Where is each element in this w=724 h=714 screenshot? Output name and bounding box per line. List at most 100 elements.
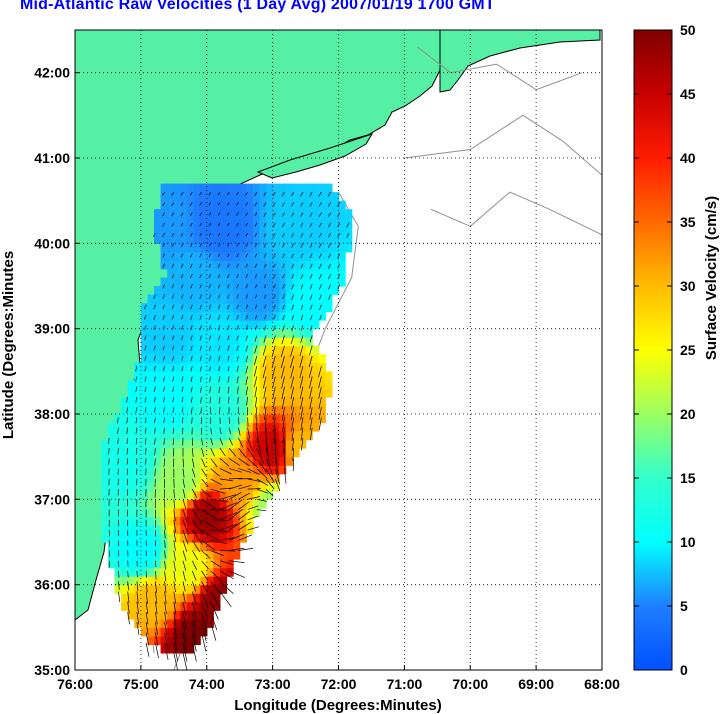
velocity-cell (259, 294, 267, 304)
velocity-arrow (181, 407, 184, 413)
velocity-cell (160, 559, 168, 569)
velocity-cell (239, 499, 247, 509)
velocity-cell (147, 388, 155, 398)
velocity-arrow (155, 632, 159, 647)
velocity-cell (233, 456, 241, 466)
velocity-arrow (182, 622, 187, 641)
velocity-arrow (201, 529, 218, 541)
velocity-arrow (254, 222, 258, 227)
velocity-cell (140, 414, 149, 424)
velocity-cell (213, 286, 221, 296)
velocity-cell (239, 294, 247, 304)
velocity-cell (226, 542, 234, 552)
velocity-cell (180, 200, 188, 210)
velocity-cell (193, 422, 201, 432)
velocity-cell (167, 217, 175, 227)
velocity-cell (219, 183, 228, 193)
velocity-arrow (144, 304, 147, 310)
velocity-cell (266, 286, 274, 296)
colorbar-label: Surface Velocity (cm/s) (703, 196, 720, 360)
velocity-cell (246, 396, 254, 406)
velocity-arrow (172, 335, 175, 341)
velocity-cell (173, 277, 181, 287)
velocity-arrow (210, 560, 222, 568)
velocity-cell (127, 601, 135, 611)
velocity-arrow (271, 355, 276, 368)
velocity-cell (219, 388, 228, 398)
velocity-cell (147, 320, 155, 330)
velocity-cell (259, 362, 267, 372)
velocity-cell (226, 465, 234, 475)
velocity-cell (312, 226, 320, 236)
velocity-cell (239, 482, 247, 492)
velocity-cell (272, 268, 280, 278)
velocity-cell (318, 311, 326, 321)
velocity-cell (239, 405, 247, 415)
velocity-cell (338, 200, 346, 210)
velocity-arrow (256, 488, 269, 494)
velocity-cell (180, 567, 188, 577)
velocity-cell (134, 362, 142, 372)
velocity-cell (187, 627, 195, 637)
velocity-cell (246, 320, 254, 330)
velocity-cell (173, 490, 181, 500)
velocity-cell (252, 388, 261, 398)
velocity-arrow (219, 512, 238, 521)
velocity-cell (206, 422, 214, 432)
velocity-cell (180, 354, 188, 364)
velocity-cell (213, 362, 221, 372)
velocity-cell (173, 354, 181, 364)
velocity-cell (318, 362, 326, 372)
velocity-cell (226, 354, 234, 364)
velocity-cell (272, 422, 280, 432)
velocity-arrow (217, 294, 221, 299)
lat-tick-label: 38:00 (34, 406, 70, 422)
velocity-cell (239, 490, 247, 500)
velocity-cell (266, 354, 274, 364)
velocity-cell (167, 448, 175, 458)
velocity-arrow (245, 222, 248, 227)
velocity-cell (252, 499, 261, 509)
velocity-cell (239, 354, 247, 364)
velocity-cell (193, 362, 201, 372)
velocity-cell (140, 559, 149, 569)
velocity-cell (187, 414, 195, 424)
velocity-arrow (155, 622, 158, 635)
velocity-arrow (192, 540, 201, 553)
velocity-cell (193, 584, 201, 594)
velocity-cell (252, 456, 261, 466)
velocity-cell (279, 277, 287, 287)
velocity-arrow (173, 591, 177, 604)
velocity-cell (160, 516, 168, 526)
velocity-arrow (318, 376, 322, 389)
velocity-cell (160, 567, 168, 577)
velocity-cell (127, 431, 135, 441)
velocity-cell (167, 610, 175, 620)
velocity-arrow (245, 314, 248, 320)
velocity-arrow (337, 243, 341, 248)
velocity-cell (127, 439, 135, 449)
velocity-cell (266, 294, 274, 304)
velocity-cell (219, 482, 228, 492)
velocity-cell (318, 192, 326, 202)
velocity-cell (107, 456, 116, 466)
velocity-cell (292, 328, 300, 338)
lon-tick-label: 74:00 (189, 676, 225, 692)
velocity-cell (345, 234, 353, 244)
velocity-cell (193, 405, 201, 415)
velocity-arrow (172, 448, 175, 457)
velocity-arrow (155, 570, 157, 580)
velocity-cell (121, 465, 129, 475)
velocity-cell (193, 303, 201, 313)
velocity-cell (213, 345, 221, 355)
velocity-cell (272, 439, 280, 449)
velocity-cell (252, 371, 261, 381)
velocity-cell (154, 524, 162, 534)
velocity-cell (219, 542, 228, 552)
velocity-arrow (254, 345, 258, 354)
velocity-cell (167, 303, 175, 313)
velocity-cell (259, 379, 267, 389)
velocity-arrow (219, 478, 234, 482)
velocity-arrow (164, 591, 167, 604)
